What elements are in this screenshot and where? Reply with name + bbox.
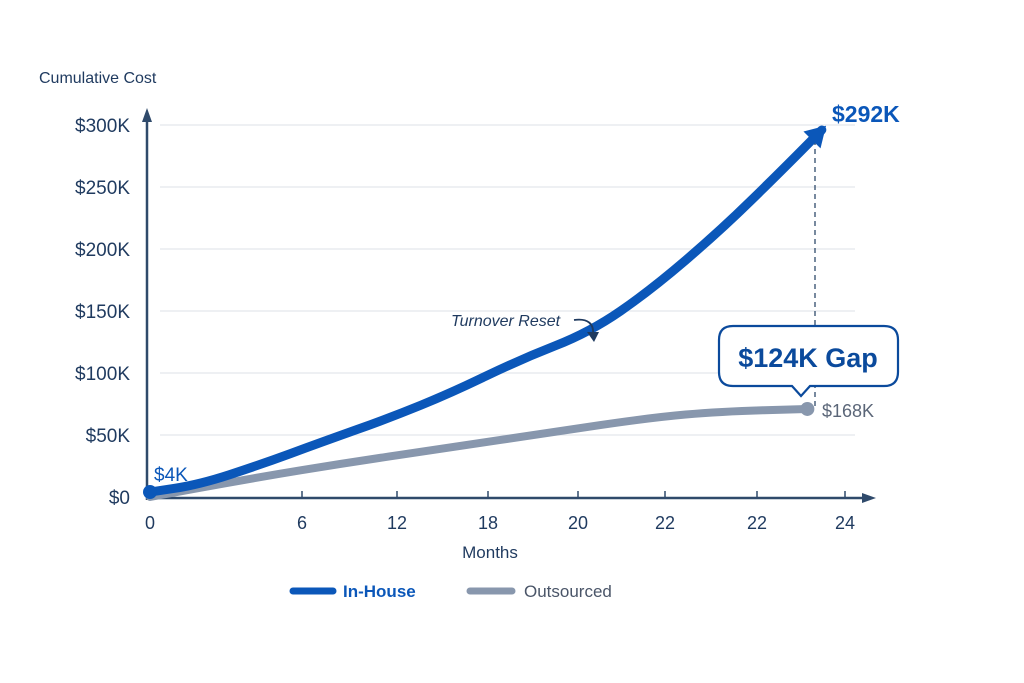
turnover-arrow-icon bbox=[587, 332, 599, 342]
x-axis-title: Months bbox=[462, 543, 518, 562]
legend-label-outsourced: Outsourced bbox=[524, 582, 612, 601]
turnover-reset-label: Turnover Reset bbox=[451, 313, 561, 330]
y-tick-label: $0 bbox=[109, 488, 130, 509]
series-line-inhouse bbox=[145, 125, 827, 497]
gap-callout-bubble bbox=[717, 324, 900, 398]
start-value-label: $4K bbox=[154, 465, 188, 486]
gridlines bbox=[160, 124, 855, 436]
series-line-outsourced bbox=[146, 404, 812, 501]
y-tick-label: $300K bbox=[75, 116, 130, 137]
x-tick-label: 18 bbox=[478, 513, 498, 533]
inhouse-start-dot bbox=[143, 485, 157, 500]
x-axis-arrow-icon bbox=[862, 493, 876, 503]
y-tick-label: $250K bbox=[75, 178, 130, 199]
x-tick-label: 0 bbox=[145, 513, 155, 533]
y-tick-label: $150K bbox=[75, 302, 130, 323]
outsourced-end-dot bbox=[800, 401, 815, 416]
inhouse-end-label: $292K bbox=[832, 101, 900, 127]
x-tick-label: 22 bbox=[655, 513, 675, 533]
series-group bbox=[143, 125, 827, 501]
inhouse-arrowhead-icon bbox=[803, 125, 827, 149]
x-tick-label: 24 bbox=[835, 513, 855, 533]
x-tick-label: 22 bbox=[747, 513, 767, 533]
x-tick-label: 6 bbox=[297, 513, 307, 533]
turnover-pointer bbox=[573, 318, 594, 335]
legend-label-inhouse: In-House bbox=[343, 582, 416, 601]
gap-callout-label: $124K Gap bbox=[738, 343, 878, 373]
x-axis-ticks: 0 6 12 18 20 22 22 24 bbox=[145, 491, 855, 533]
outsourced-end-label: $168K bbox=[822, 401, 874, 421]
y-axis-arrow-icon bbox=[142, 108, 152, 122]
y-tick-label: $100K bbox=[75, 364, 130, 385]
x-tick-label: 20 bbox=[568, 513, 588, 533]
x-tick-label: 12 bbox=[387, 513, 407, 533]
y-tick-label: $200K bbox=[75, 240, 130, 261]
y-tick-label: $50K bbox=[86, 426, 131, 447]
y-axis-title: Cumulative Cost bbox=[39, 70, 157, 87]
y-axis-ticks: $0 $50K $100K $150K $200K $250K $300K bbox=[75, 116, 130, 509]
